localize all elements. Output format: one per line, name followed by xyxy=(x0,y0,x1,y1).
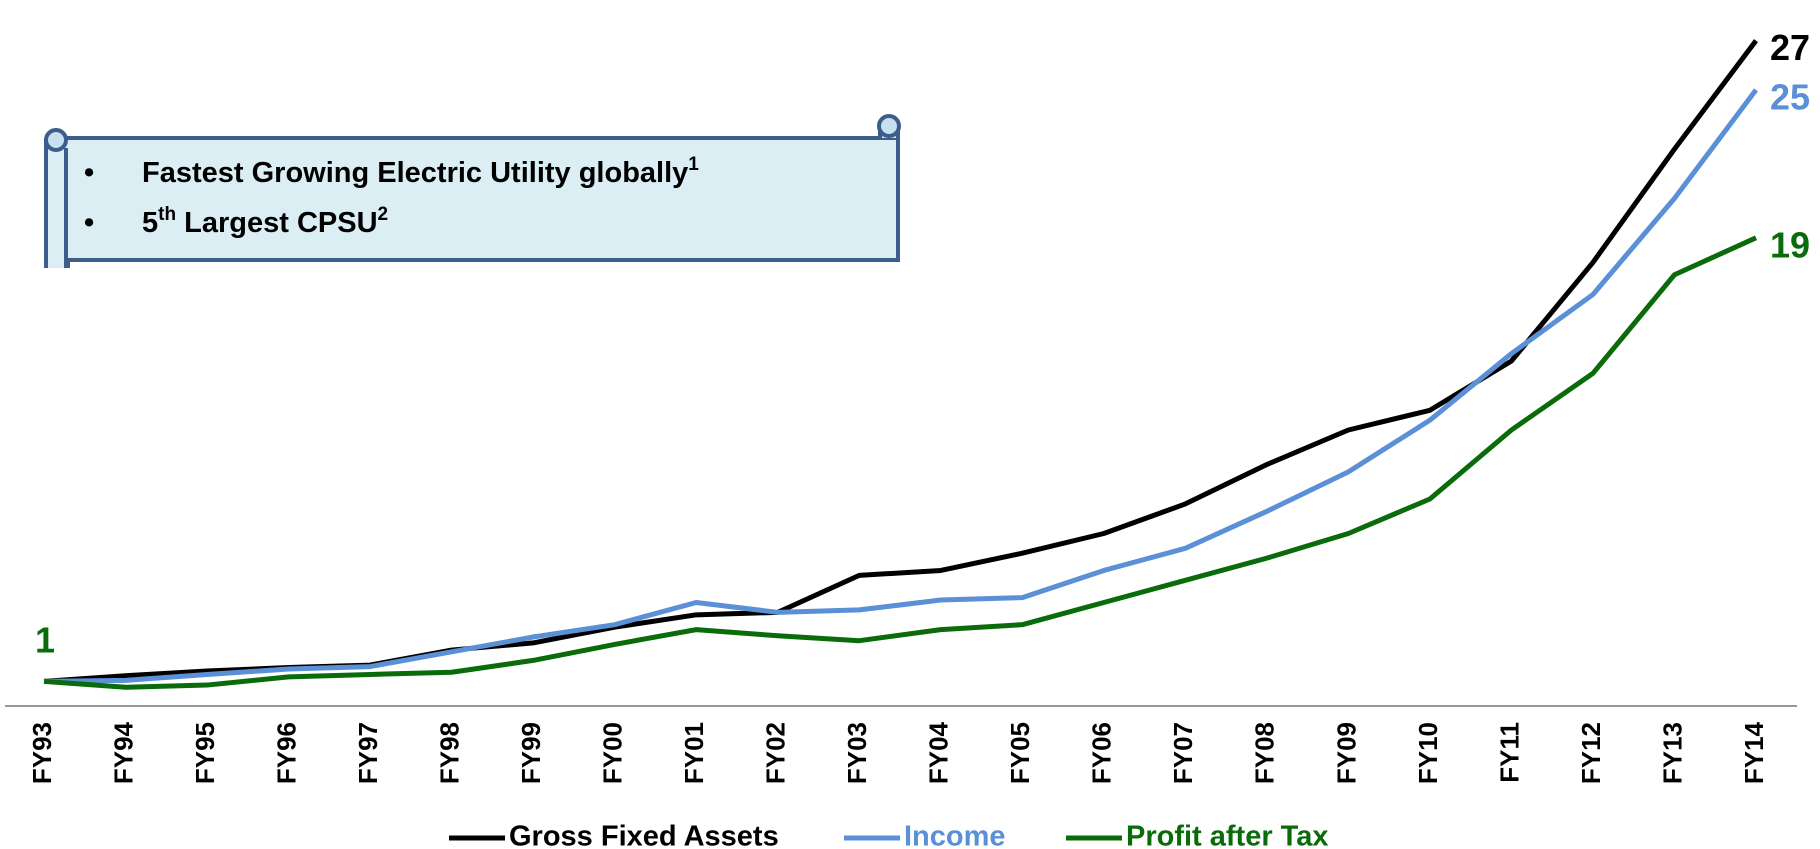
x-tick-label: FY97 xyxy=(353,722,383,784)
legend-label: Income xyxy=(904,821,1006,849)
x-tick-label: FY96 xyxy=(271,722,301,784)
scroll-frame xyxy=(44,114,901,268)
x-tick-label: FY05 xyxy=(1005,722,1035,784)
callout-text: 5 xyxy=(142,207,159,239)
x-tick-label: FY98 xyxy=(434,722,464,784)
callout: • Fastest Growing Electric Utility global… xyxy=(44,114,928,268)
x-tick-label: FY95 xyxy=(190,722,220,784)
end-value-label: 27 xyxy=(1770,27,1810,68)
x-tick-label: FY08 xyxy=(1250,722,1280,784)
series-line xyxy=(43,235,1758,690)
callout-text: Largest CPSU xyxy=(176,207,378,239)
superscript: 1 xyxy=(688,154,699,175)
superscript: th xyxy=(158,204,177,225)
x-tick-label: FY14 xyxy=(1739,721,1769,784)
end-value-label: 19 xyxy=(1770,224,1810,265)
start-value-label: 1 xyxy=(35,620,55,661)
x-tick-label: FY13 xyxy=(1657,722,1687,784)
x-tick-label: FY09 xyxy=(1331,722,1361,784)
x-tick-label: FY07 xyxy=(1168,722,1198,784)
x-tick-label: FY99 xyxy=(516,722,546,784)
superscript: 2 xyxy=(377,204,389,225)
legend-label: Profit after Tax xyxy=(1126,821,1329,849)
x-tick-label: FY10 xyxy=(1413,722,1443,784)
x-tick-label: FY01 xyxy=(679,722,709,784)
x-tick-label: FY00 xyxy=(598,722,628,784)
series-line xyxy=(43,88,1758,684)
x-tick-label: FY03 xyxy=(842,722,872,784)
bullet: • xyxy=(84,157,95,189)
callout-text: Fastest Growing Electric Utility globall… xyxy=(142,157,689,189)
x-tick-label: FY12 xyxy=(1576,722,1606,784)
callout-item: • Fastest Growing Electric Utility global… xyxy=(84,148,699,198)
callout-item: • 5th Largest CPSU2 xyxy=(84,198,699,248)
x-tick-label: FY02 xyxy=(761,722,791,784)
end-value-label: 25 xyxy=(1770,76,1810,117)
callout-list: • Fastest Growing Electric Utility global… xyxy=(84,148,699,248)
x-tick-label: FY06 xyxy=(1087,722,1117,784)
x-tick-label: FY11 xyxy=(1494,722,1524,783)
x-tick-label: FY04 xyxy=(924,721,954,784)
legend-label: Gross Fixed Assets xyxy=(509,821,779,849)
bullet: • xyxy=(84,207,95,239)
x-tick-label: FY94 xyxy=(108,721,138,784)
x-tick-label: FY93 xyxy=(27,722,57,784)
